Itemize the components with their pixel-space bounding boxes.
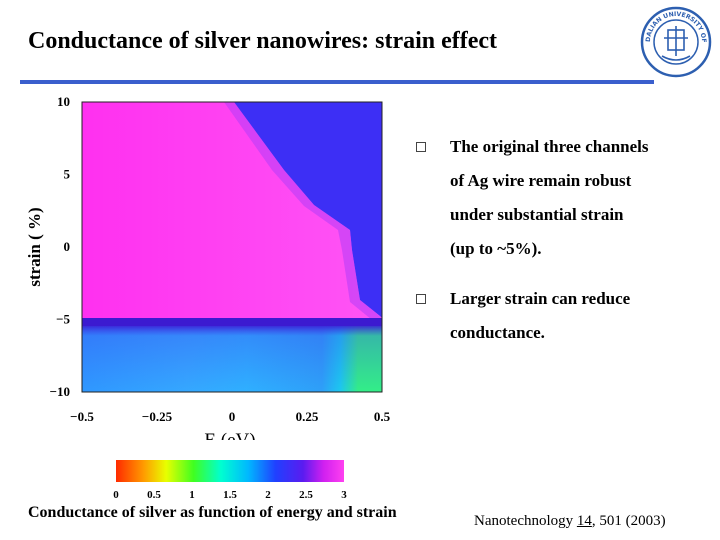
boundary-band bbox=[82, 318, 382, 326]
bullet-box-icon bbox=[416, 294, 426, 304]
reference-journal: Nanotechnology bbox=[474, 513, 574, 529]
colorbar-tick-label: 1.5 bbox=[223, 489, 237, 501]
y-tick-label: 5 bbox=[64, 167, 71, 182]
colorbar: 0 0.5 1 1.5 2 2.5 3 bbox=[113, 460, 347, 501]
x-tick-label: −0.25 bbox=[142, 409, 173, 424]
y-tick-labels: 10 5 0 −5 −10 bbox=[50, 94, 71, 399]
bullet-list: The original three channels of Ag wire r… bbox=[414, 130, 714, 350]
slide-title: Conductance of silver nanowires: strain … bbox=[28, 28, 498, 54]
reference-citation: Nanotechnology 14, 501 (2003) bbox=[474, 513, 666, 530]
y-tick-label: −10 bbox=[50, 384, 70, 399]
colorbar-tick-label: 0 bbox=[113, 489, 119, 501]
reference-pages-year: , 501 (2003) bbox=[591, 513, 666, 529]
figure-caption: Conductance of silver as function of ene… bbox=[28, 504, 397, 521]
university-seal-icon: DALIAN UNIVERSITY OF TECHNOLOGY bbox=[640, 6, 712, 78]
bullet-line: conductance. bbox=[450, 323, 545, 342]
bullet-line: Larger strain can reduce bbox=[450, 289, 631, 308]
colorbar-tick-label: 0.5 bbox=[147, 489, 161, 501]
y-tick-label: 10 bbox=[57, 94, 70, 109]
bullet-item: The original three channels of Ag wire r… bbox=[414, 130, 714, 266]
x-tick-label: −0.5 bbox=[70, 409, 94, 424]
x-tick-labels: −0.5 −0.25 0 0.25 0.5 bbox=[70, 409, 390, 424]
x-tick-label: 0.5 bbox=[374, 409, 391, 424]
bullet-box-icon bbox=[416, 142, 426, 152]
title-rule bbox=[20, 80, 654, 84]
colorbar-tick-label: 1 bbox=[189, 489, 195, 501]
bullet-item: Larger strain can reduce conductance. bbox=[414, 282, 714, 350]
x-tick-label: 0 bbox=[229, 409, 236, 424]
colorbar-tick-label: 2 bbox=[265, 489, 271, 501]
x-axis-label: E (eV) bbox=[204, 430, 255, 440]
y-tick-label: −5 bbox=[56, 312, 70, 327]
colorbar-tick-label: 2.5 bbox=[299, 489, 313, 501]
bullet-line: (up to ~5%). bbox=[450, 239, 542, 258]
bullet-line: The original three channels bbox=[450, 137, 649, 156]
colorbar-tick-label: 3 bbox=[341, 489, 347, 501]
x-tick-label: 0.25 bbox=[296, 409, 319, 424]
reference-volume: 14 bbox=[576, 513, 592, 529]
y-tick-label: 0 bbox=[64, 239, 71, 254]
bullet-line: of Ag wire remain robust bbox=[450, 171, 632, 190]
region-magenta bbox=[82, 102, 382, 322]
y-axis-label: strain ( %) bbox=[25, 207, 44, 286]
colorbar-gradient bbox=[116, 460, 344, 482]
bullet-line: under substantial strain bbox=[450, 205, 624, 224]
